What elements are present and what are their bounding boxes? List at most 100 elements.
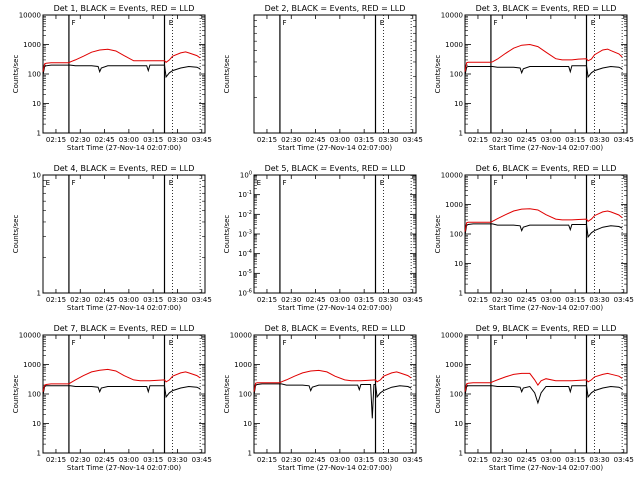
panel-det-1: Det 1, BLACK = Events, RED = LLD 1 10 100 10… — [12, 4, 212, 152]
x-tick-label: 03:15 — [565, 296, 585, 304]
panel-title: Det 4, BLACK = Events, RED = LLD — [54, 164, 195, 173]
x-tick-label: 02:15 — [468, 296, 488, 304]
x-axis-label: Start Time (27-Nov-14 02:07:00) — [67, 464, 181, 472]
x-tick-label: 03:30 — [378, 296, 398, 304]
x-tick-label: 03:45 — [192, 456, 212, 464]
y-tick-label: 10 — [32, 100, 41, 108]
x-axis-label: Start Time (27-Nov-14 02:07:00) — [67, 304, 181, 312]
y-axis-label: Counts/sec — [434, 375, 442, 414]
marker-f: F — [72, 19, 76, 27]
x-tick-label: 02:15 — [257, 136, 277, 144]
y-axis-label: Counts/sec — [223, 55, 231, 94]
x-tick-label: 03:45 — [403, 456, 423, 464]
x-tick-label: 03:15 — [565, 456, 585, 464]
y-tick-label: 1000 — [23, 41, 41, 49]
y-tick-label: 10-1 — [238, 190, 252, 199]
panel-title: Det 8, BLACK = Events, RED = LLD — [265, 324, 406, 333]
x-tick-label: 02:30 — [492, 296, 512, 304]
y-tick-label: 10000 — [230, 332, 252, 340]
y-tick-label: 1000 — [445, 201, 463, 209]
plot-frame — [464, 14, 628, 134]
y-tick-label: 1 — [459, 290, 463, 298]
panel-title: Det 6, BLACK = Events, RED = LLD — [476, 164, 617, 173]
panel-det-5: Det 5, BLACK = Events, RED = LLD 10-6 10-5… — [223, 164, 423, 312]
marker-f: F — [72, 339, 76, 347]
plot-frame — [42, 14, 206, 134]
y-tick-label: 1 — [37, 290, 41, 298]
marker-e: E — [169, 339, 173, 347]
plot-frame — [253, 174, 417, 294]
x-tick-label: 02:45 — [305, 296, 325, 304]
panel-title: Det 9, BLACK = Events, RED = LLD — [476, 324, 617, 333]
x-tick-label: 02:45 — [305, 136, 325, 144]
panel-det-6: Det 6, BLACK = Events, RED = LLD 1 10 100 10… — [434, 164, 634, 312]
x-tick-label: 03:15 — [354, 296, 374, 304]
x-tick-label: 03:00 — [330, 456, 350, 464]
y-axis-label: Counts/sec — [12, 215, 20, 254]
marker-f: F — [494, 179, 498, 187]
x-tick-label: 03:30 — [167, 296, 187, 304]
y-tick-label: 100 — [450, 231, 463, 239]
marker-e: E — [257, 179, 261, 187]
series-events — [464, 385, 623, 405]
plot-frame — [42, 334, 206, 454]
panel-det-7: Det 7, BLACK = Events, RED = LLD 1 10 100 10… — [12, 324, 212, 472]
y-tick-label: 100 — [28, 391, 41, 399]
x-tick-label: 03:00 — [119, 136, 139, 144]
y-tick-label: 10 — [454, 100, 463, 108]
marker-e: E — [46, 179, 50, 187]
x-tick-label: 03:30 — [589, 296, 609, 304]
panel-det-9: Det 9, BLACK = Events, RED = LLD 1 10 100 10… — [434, 324, 634, 472]
y-tick-label: 10-3 — [238, 230, 252, 239]
plot-frame — [42, 174, 206, 294]
marker-f: F — [283, 19, 287, 27]
marker-f: F — [283, 339, 287, 347]
plot-frame — [464, 334, 628, 454]
panel-det-4: Det 4, BLACK = Events, RED = LLD 1 10 02:15… — [12, 164, 212, 312]
x-tick-label: 02:30 — [281, 456, 301, 464]
x-tick-label: 03:00 — [330, 136, 350, 144]
series-lld — [464, 43, 623, 72]
series-events — [464, 223, 623, 239]
y-tick-label: 10-6 — [238, 289, 252, 298]
marker-e: E — [380, 19, 384, 27]
x-tick-label: 02:15 — [257, 296, 277, 304]
y-tick-label: 1 — [459, 450, 463, 458]
panel-det-3: Det 3, BLACK = Events, RED = LLD 1 10 100 10… — [434, 4, 634, 152]
x-tick-label: 03:45 — [403, 136, 423, 144]
plot-frame — [253, 334, 417, 454]
y-tick-label: 10 — [243, 420, 252, 428]
series-lld — [253, 369, 412, 392]
series-lld — [42, 368, 201, 392]
y-tick-label: 10-2 — [238, 210, 252, 219]
y-axis-label: Counts/sec — [223, 375, 231, 414]
y-tick-label: 10-4 — [238, 249, 252, 258]
x-tick-label: 02:45 — [94, 136, 114, 144]
y-tick-label: 100 — [239, 391, 252, 399]
panel-title: Det 1, BLACK = Events, RED = LLD — [54, 4, 195, 13]
y-tick-label: 10 — [32, 172, 41, 180]
x-tick-label: 03:00 — [119, 456, 139, 464]
plot-frame — [253, 14, 417, 134]
x-tick-label: 02:45 — [516, 136, 536, 144]
series-lld — [464, 208, 623, 232]
y-axis-label: Counts/sec — [12, 55, 20, 94]
x-axis-label: Start Time (27-Nov-14 02:07:00) — [67, 144, 181, 152]
y-axis-label: Counts/sec — [223, 215, 231, 254]
x-tick-label: 02:15 — [46, 296, 66, 304]
marker-e: E — [169, 19, 173, 27]
y-tick-label: 10000 — [441, 172, 463, 180]
y-tick-label: 10 — [32, 420, 41, 428]
series-events — [464, 65, 623, 79]
y-tick-label: 1000 — [23, 361, 41, 369]
x-tick-label: 03:00 — [330, 296, 350, 304]
x-axis-label: Start Time (27-Nov-14 02:07:00) — [489, 464, 603, 472]
x-tick-label: 03:00 — [541, 136, 561, 144]
x-tick-label: 03:00 — [541, 456, 561, 464]
y-tick-label: 1 — [459, 130, 463, 138]
series-lld — [464, 372, 623, 392]
x-axis-label: Start Time (27-Nov-14 02:07:00) — [489, 144, 603, 152]
x-tick-label: 03:30 — [167, 456, 187, 464]
x-tick-label: 02:45 — [516, 456, 536, 464]
